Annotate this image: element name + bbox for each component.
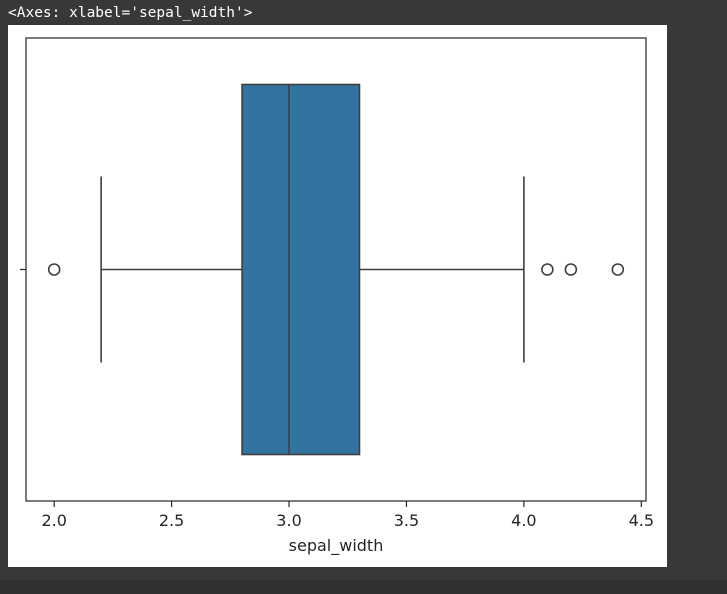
x-axis-label: sepal_width [289,536,384,556]
x-tick-label: 4.0 [511,511,536,530]
outlier-point [564,263,578,276]
output-footer-strip [0,580,727,594]
x-tick-label: 3.0 [276,511,301,530]
chart-figure: 2.0 2.5 3.0 3.5 4.0 4.5 sepal_width [8,25,667,567]
x-tick-label: 2.0 [41,511,66,530]
outlier-point [541,263,554,276]
iqr-box [241,83,361,456]
outlier-point [47,263,61,276]
box-group [241,83,361,456]
x-tick-label: 2.5 [159,511,184,530]
x-tick-label: 3.5 [394,511,419,530]
x-ticks-group: 2.0 2.5 3.0 3.5 4.0 4.5 [41,501,654,530]
outliers-group [47,263,625,276]
x-tick-label: 4.5 [629,511,654,530]
boxplot-chart: 2.0 2.5 3.0 3.5 4.0 4.5 sepal_width [20,37,654,556]
whiskers-group [100,176,525,363]
axes-repr-text: <Axes: xlabel='sepal_width'> [8,5,253,21]
outlier-point [611,263,625,276]
